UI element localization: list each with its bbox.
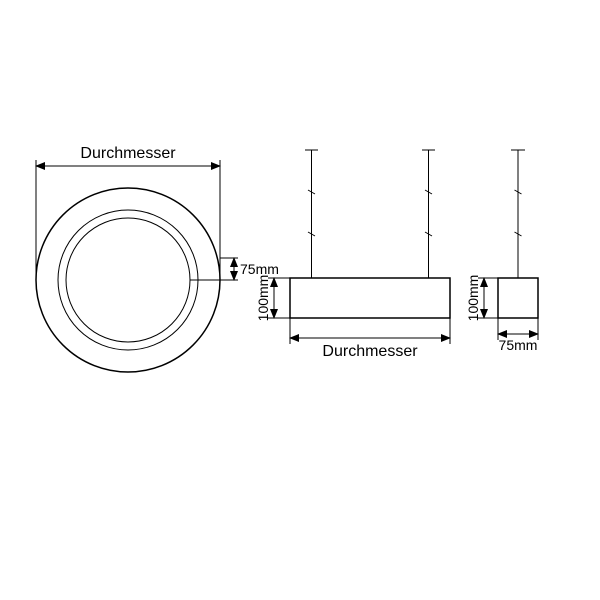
technical-drawing: Durchmesser 75mm 100mm Durchmesser	[0, 0, 600, 600]
inner-circle-outer	[58, 210, 198, 350]
side-view: 100mm Durchmesser	[255, 150, 450, 360]
small-view: 100mm 75mm	[465, 150, 538, 353]
inner-circle-inner	[66, 218, 190, 342]
cable-left	[305, 150, 318, 278]
cable-right	[422, 150, 435, 278]
diameter-label: Durchmesser	[80, 145, 176, 162]
width-label: Durchmesser	[322, 343, 418, 360]
sm-width-label: 75mm	[499, 337, 538, 353]
small-cable	[511, 150, 525, 278]
sm-height-label: 100mm	[465, 275, 481, 322]
small-body	[498, 278, 538, 318]
thickness-label: 75mm	[240, 261, 279, 277]
height-label: 100mm	[255, 275, 271, 322]
side-body	[290, 278, 450, 318]
top-view: Durchmesser 75mm	[36, 145, 279, 372]
